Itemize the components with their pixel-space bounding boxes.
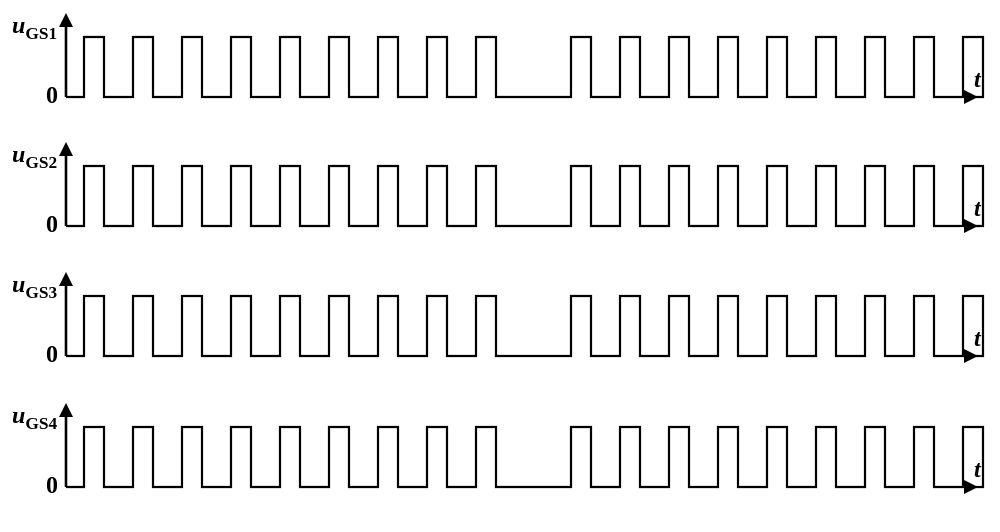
y-axis-label-gs2: uGS2 xyxy=(12,142,57,173)
y-axis-label-subscript: GS2 xyxy=(25,153,57,172)
y-axis-label-subscript: GS1 xyxy=(25,24,57,43)
origin-zero-label-1: 0 xyxy=(46,83,58,110)
y-axis-label-symbol: u xyxy=(12,142,25,168)
x-axis-label-4: t xyxy=(974,457,981,484)
y-axis-label-gs4: uGS4 xyxy=(12,403,57,434)
y-axis-label-symbol: u xyxy=(12,403,25,429)
y-axis-label-gs1: uGS1 xyxy=(12,13,57,44)
x-axis-label-3: t xyxy=(974,326,981,353)
y-axis-label-subscript: GS3 xyxy=(25,283,57,302)
origin-zero-label-2: 0 xyxy=(46,212,58,239)
y-axis-label-gs3: uGS3 xyxy=(12,272,57,303)
y-axis-label-symbol: u xyxy=(12,13,25,39)
origin-zero-label-4: 0 xyxy=(46,473,58,500)
waveform-gs3 xyxy=(0,266,1000,386)
origin-zero-label-3: 0 xyxy=(46,342,58,369)
waveform-gs4 xyxy=(0,397,1000,517)
waveform-gs2 xyxy=(0,136,1000,256)
y-axis-label-subscript: GS4 xyxy=(25,414,57,433)
y-axis-label-symbol: u xyxy=(12,272,25,298)
x-axis-label-2: t xyxy=(974,196,981,223)
x-axis-label-1: t xyxy=(974,67,981,94)
timing-diagram-canvas: uGS10tuGS20tuGS30tuGS40t xyxy=(0,0,1000,532)
waveform-gs1 xyxy=(0,7,1000,127)
